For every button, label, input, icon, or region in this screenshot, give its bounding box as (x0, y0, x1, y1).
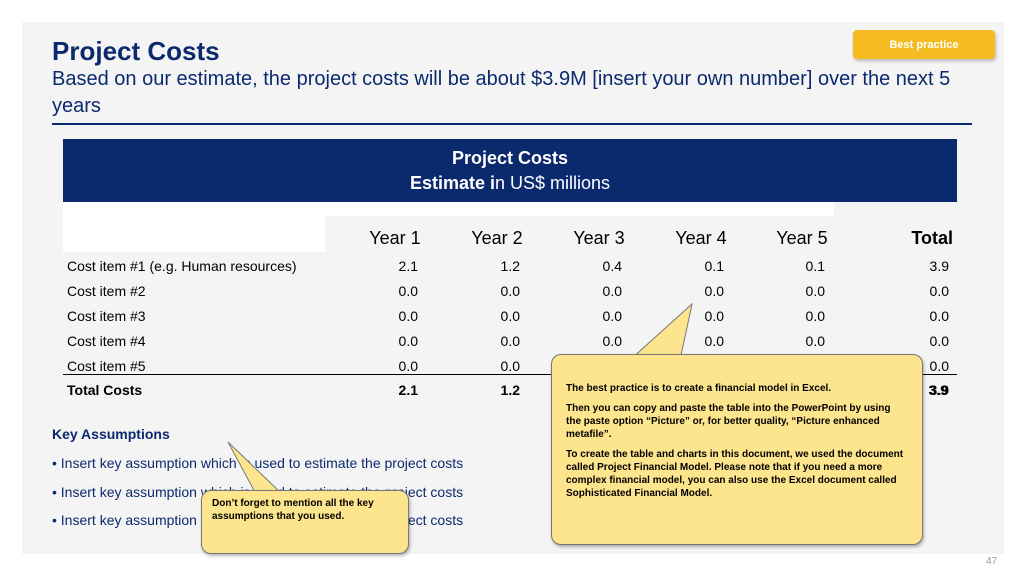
cell: 0.0 (929, 358, 949, 374)
column-header: Year 3 (573, 228, 625, 248)
table-label-spacer (63, 216, 325, 252)
cell: 0.0 (398, 333, 418, 349)
cell: 0.0 (805, 308, 825, 324)
row-label: Cost item #3 (67, 308, 146, 324)
callout-text: Don’t forget to mention all the key assu… (212, 498, 374, 522)
total-cell-visible: 3.9 (900, 378, 950, 402)
table-header-band: Project Costs Estimate in US$ millions (63, 139, 957, 202)
table-spacer (63, 202, 834, 216)
cell: 0.0 (398, 358, 418, 374)
column-header-total: Total (911, 228, 953, 248)
callout-text: Then you can copy and paste the table in… (566, 403, 891, 440)
table-row: Cost item #3 0.0 0.0 0.0 0.0 0.0 0.0 (63, 304, 957, 328)
row-label: Cost item #2 (67, 283, 146, 299)
column-header: Year 5 (776, 228, 828, 248)
callout-text: To create the table and charts in this d… (566, 449, 904, 499)
table-row: Cost item #2 0.0 0.0 0.0 0.0 0.0 0.0 (63, 279, 957, 303)
assumption-bullet: • Insert key assumption which is used to… (52, 455, 464, 471)
table-header-subtitle: Estimate in US$ millions (409, 173, 611, 193)
cell: 0.0 (805, 283, 825, 299)
cell: 3.9 (928, 382, 948, 398)
row-label: Cost item #4 (67, 333, 146, 349)
cell: 0.0 (704, 308, 724, 324)
cell: 0.0 (704, 333, 724, 349)
best-practice-badge: Best practice (853, 30, 995, 59)
column-header: Year 4 (675, 228, 727, 248)
cell: 0.0 (929, 308, 949, 324)
cell: 0.4 (602, 258, 622, 274)
table-row: Cost item #4 0.0 0.0 0.0 0.0 0.0 0.0 (63, 329, 957, 353)
table-header-title: Project Costs (451, 148, 569, 168)
row-label: Cost item #5 (67, 358, 146, 374)
cell: 0.0 (398, 283, 418, 299)
cell: 3.9 (929, 382, 949, 398)
key-assumptions-title: Key Assumptions (52, 426, 170, 442)
cell: 0.0 (704, 283, 724, 299)
cell: 0.1 (805, 258, 825, 274)
cell: 1.2 (500, 382, 520, 398)
table-row: Cost item #5 0.0 0.0 0.0 (63, 354, 957, 378)
cell: 2.1 (398, 382, 418, 398)
cell: 0.0 (929, 283, 949, 299)
page-number: 47 (986, 556, 998, 567)
page-subtitle: Based on our estimate, the project costs… (52, 68, 951, 117)
cell: 0.0 (929, 333, 949, 349)
cell: 0.0 (805, 333, 825, 349)
cell: 0.1 (704, 258, 724, 274)
cell: 1.2 (500, 258, 520, 274)
cell: 0.0 (500, 308, 520, 324)
callout-pointer (628, 302, 693, 361)
total-divider (63, 374, 957, 375)
cell: 0.0 (500, 333, 520, 349)
cell: 3.9 (929, 258, 949, 274)
cell: 0.0 (602, 283, 622, 299)
row-label: Cost item #1 (e.g. Human resources) (67, 258, 297, 274)
callout-pointer (227, 441, 284, 495)
callout-text: The best practice is to create a financi… (566, 383, 832, 394)
cell: 0.0 (602, 333, 622, 349)
cell: 0.0 (500, 283, 520, 299)
column-header: Year 2 (471, 228, 523, 248)
best-practice-callout: The best practice is to create a financi… (551, 354, 923, 545)
assumption-callout: Don’t forget to mention all the key assu… (201, 490, 409, 554)
table-total-row: Total Costs 2.1 1.2 3.9 (63, 378, 957, 402)
cell: 0.0 (500, 358, 520, 374)
row-label: Total Costs (67, 382, 143, 398)
table-row: Cost item #1 (e.g. Human resources) 2.1 … (63, 254, 957, 278)
cell: 0.0 (602, 308, 622, 324)
cell: 2.1 (398, 258, 418, 274)
page-title: Project Costs (52, 36, 220, 66)
cell: 0.0 (398, 308, 418, 324)
table-column-headers: Year 1 Year 2 Year 3 Year 4 Year 5 Total (63, 226, 957, 252)
column-header: Year 1 (369, 228, 421, 248)
title-divider (52, 123, 972, 125)
